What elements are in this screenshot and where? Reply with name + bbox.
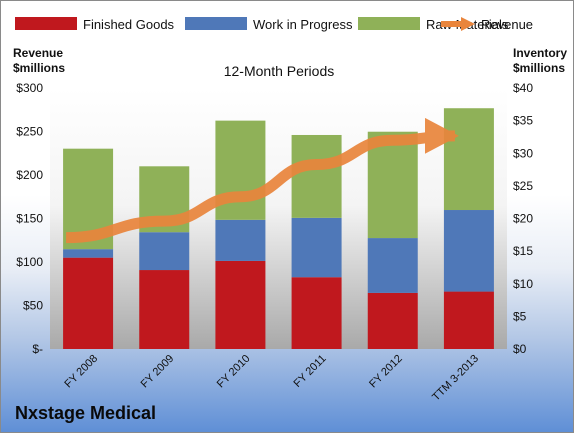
bar-work-in-progress-fy-2012 — [367, 238, 418, 293]
right-tick-label: $40 — [513, 81, 533, 95]
legend-label-finished-goods: Finished Goods — [83, 17, 175, 32]
category-label-ttm-3-2013: TTM 3-2013 — [430, 353, 481, 404]
right-tick-label: $0 — [513, 342, 527, 356]
category-label-fy-2010: FY 2010 — [215, 353, 253, 391]
chart-title: 12-Month Periods — [224, 63, 335, 79]
company-name: Nxstage Medical — [15, 403, 157, 423]
right-tick-label: $35 — [513, 114, 533, 128]
bar-raw-materials-fy-2012 — [367, 131, 418, 239]
revenue-trend-line — [66, 117, 459, 244]
left-tick-label: $300 — [16, 81, 43, 95]
left-tick-label: $200 — [16, 168, 43, 182]
left-axis-ticks: $- $50 $100 $150 $200 $250 $300 — [16, 81, 43, 356]
bars — [63, 108, 494, 349]
bar-work-in-progress-fy-2010 — [215, 219, 266, 261]
plot-area — [50, 88, 507, 349]
right-tick-label: $10 — [513, 277, 533, 291]
left-tick-label: $100 — [16, 255, 43, 269]
bar-raw-materials-ttm-3-2013 — [443, 108, 494, 211]
bar-raw-materials-fy-2010 — [215, 120, 266, 220]
left-tick-label: $150 — [16, 212, 43, 226]
bar-finished-goods-fy-2009 — [139, 270, 190, 349]
left-axis-label-line2: $millions — [13, 61, 65, 75]
right-tick-label: $30 — [513, 146, 533, 160]
legend: Finished Goods Work in Progress Raw Materi… — [15, 17, 533, 32]
bar-finished-goods-fy-2011 — [291, 277, 342, 349]
legend-label-revenue: Revenue — [481, 17, 533, 32]
right-axis-label-line2: $millions — [513, 61, 565, 75]
bar-work-in-progress-fy-2008 — [63, 249, 114, 258]
bar-work-in-progress-fy-2011 — [291, 217, 342, 278]
category-label-fy-2009: FY 2009 — [139, 353, 177, 391]
right-axis-ticks: $0 $5 $10 $15 $20 $25 $30 $35 $40 — [513, 81, 533, 356]
revenue-line — [66, 117, 459, 244]
bar-work-in-progress-ttm-3-2013 — [443, 210, 494, 292]
category-label-fy-2008: FY 2008 — [62, 353, 100, 391]
left-axis-label-line1: Revenue — [13, 46, 63, 60]
bar-finished-goods-fy-2010 — [215, 260, 266, 349]
right-tick-label: $20 — [513, 212, 533, 226]
legend-label-work-in-progress: Work in Progress — [253, 17, 353, 32]
bar-raw-materials-fy-2011 — [291, 134, 342, 218]
legend-arrow-revenue — [461, 17, 475, 31]
bar-finished-goods-fy-2008 — [63, 257, 114, 349]
left-tick-label: $50 — [23, 299, 43, 313]
right-tick-label: $15 — [513, 244, 533, 258]
right-tick-label: $25 — [513, 179, 533, 193]
legend-swatch-work-in-progress — [185, 17, 247, 30]
legend-swatch-finished-goods — [15, 17, 77, 30]
axis-labels: 12-Month PeriodsRevenue$millionsInventor… — [13, 46, 567, 79]
x-axis-ticks: FY 2008 FY 2009 FY 2010 FY 2011 FY 2012 TTM 3… — [62, 353, 481, 404]
left-tick-label: $250 — [16, 125, 43, 139]
right-axis-label-line1: Inventory — [513, 46, 567, 60]
bar-finished-goods-fy-2012 — [367, 292, 418, 349]
category-label-fy-2012: FY 2012 — [367, 353, 405, 391]
right-tick-label: $5 — [513, 309, 527, 323]
bar-work-in-progress-fy-2009 — [139, 232, 190, 271]
bar-finished-goods-ttm-3-2013 — [443, 291, 494, 349]
left-tick-label: $- — [32, 342, 43, 356]
legend-swatch-raw-materials — [358, 17, 420, 30]
category-label-fy-2011: FY 2011 — [292, 353, 329, 390]
